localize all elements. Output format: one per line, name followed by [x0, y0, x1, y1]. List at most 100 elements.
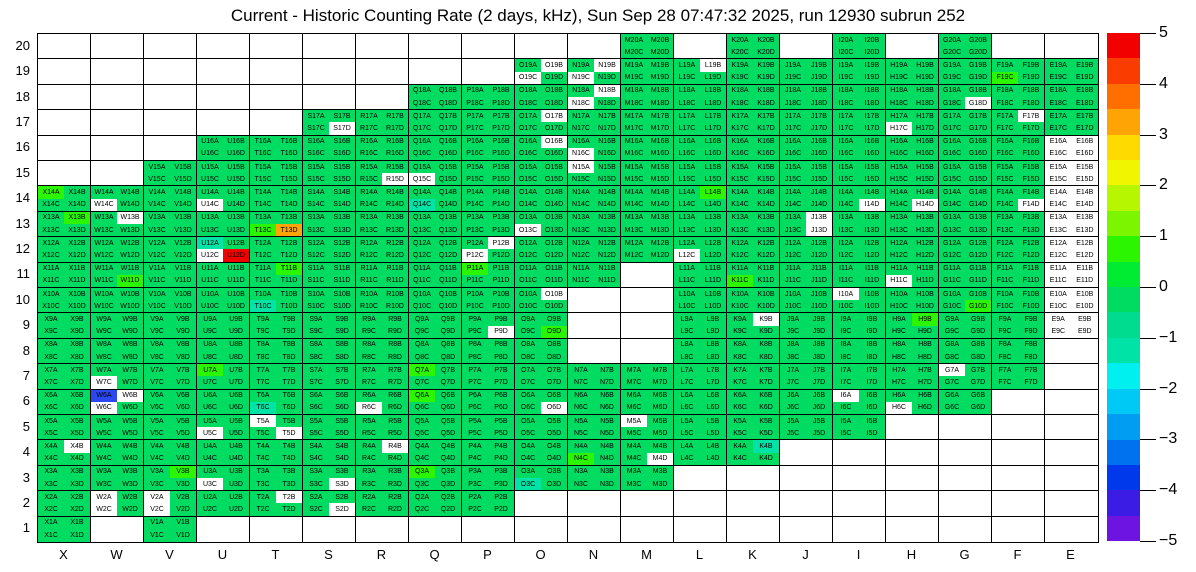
module-X6B: X6B [64, 389, 90, 402]
colorbar-band-7 [1107, 210, 1140, 237]
module-P12D: P12D [488, 249, 514, 262]
cell-E4 [1045, 440, 1098, 466]
module-Q15C: Q15C [409, 173, 435, 186]
module-G14C: G14C [939, 198, 965, 211]
module-K13C: K13C [727, 223, 753, 237]
cell-K13: K13A K13B K13C K13D [727, 211, 780, 238]
module-M16A: M16A [621, 135, 647, 148]
module-W7A: W7A [91, 364, 117, 377]
cell-I15: I15A I15B I15C I15D [833, 160, 886, 187]
cell-I6: I6A I6B I6C I6D [833, 389, 886, 415]
module-K9A: K9A [727, 313, 753, 326]
module-I13D: I13D [859, 223, 885, 237]
x-axis-label-Q: Q [429, 547, 440, 562]
module-I19C: I19C [833, 71, 859, 84]
module-W10B: W10B [117, 287, 143, 301]
module-E11B: E11B [1071, 262, 1098, 275]
module-S13D: S13D [329, 223, 355, 237]
cell-T5: T5A T5B T5C T5D [250, 414, 303, 441]
module-N18A: N18A [568, 84, 594, 97]
cell-V6: V6A V6B V6C V6D [144, 389, 197, 415]
cell-U14: U14A U14B U14C U14D [197, 186, 250, 212]
module-E9C: E9C [1045, 325, 1072, 338]
module-N3C: N3C [568, 477, 594, 491]
cell-I1 [833, 516, 886, 542]
module-H15B: H15B [912, 160, 938, 174]
cell-S7: S7A S7B S7C S7D [303, 364, 356, 390]
module-O13C: O13C [515, 223, 541, 237]
module-X4D: X4D [64, 452, 90, 465]
module-K20A: K20A [727, 34, 753, 47]
module-G17B: G17B [965, 110, 991, 123]
module-X5A: X5A [38, 414, 64, 428]
cell-H19: H19A H19B H19C H19D [886, 59, 939, 85]
cell-O14: O14A O14B O14C O14D [515, 186, 568, 212]
module-Q16B: Q16B [435, 135, 461, 148]
cell-G9: G9A G9B G9C G9D [939, 313, 992, 339]
module-X1C: X1C [38, 529, 64, 542]
module-O18A: O18A [515, 84, 541, 97]
cell-N9 [568, 313, 621, 339]
cell-I13: I13A I13B I13C I13D [833, 211, 886, 238]
module-U9B: U9B [223, 313, 249, 326]
cell-E8 [1045, 338, 1098, 365]
module-H14C: H14C [886, 198, 912, 211]
cell-O1 [515, 516, 568, 542]
cell-J6: J6A J6B J6C J6D [780, 389, 833, 415]
module-L13B: L13B [700, 211, 726, 224]
cell-X11: X11A X11B X11C X11D [38, 262, 91, 288]
module-F18B: F18B [1018, 84, 1044, 97]
cell-U9: U9A U9B U9C U9D [197, 313, 250, 339]
cell-U6: U6A U6B U6C U6D [197, 389, 250, 415]
module-Q5B: Q5B [435, 414, 461, 428]
module-T3C: T3C [250, 477, 276, 491]
module-T13C: T13C [250, 223, 276, 237]
module-I6D: I6D [859, 401, 885, 414]
module-R5A: R5A [356, 414, 382, 428]
cell-U5: U5A U5B U5C U5D [197, 414, 250, 441]
module-P10B: P10B [488, 287, 514, 301]
module-M17C: M17C [621, 122, 647, 135]
module-L14D: L14D [700, 198, 726, 211]
module-S3B: S3B [329, 465, 355, 478]
module-I12B: I12B [859, 237, 885, 250]
module-G14B: G14B [965, 186, 991, 199]
module-S3D: S3D [329, 477, 355, 491]
cell-X20 [38, 34, 91, 60]
module-L14C: L14C [674, 198, 700, 211]
module-U5B: U5B [223, 414, 249, 428]
module-F19D: F19D [1018, 71, 1044, 84]
module-X3A: X3A [38, 465, 64, 478]
module-R13B: R13B [382, 211, 408, 224]
cell-E18: E18A E18B E18C E18D [1045, 84, 1098, 111]
module-P5B: P5B [488, 414, 514, 428]
module-L6A: L6A [674, 389, 700, 402]
module-K8D: K8D [753, 350, 779, 364]
module-L15B: L15B [700, 160, 726, 174]
module-M5B: M5B [647, 414, 673, 428]
cell-G8: G8A G8B G8C G8D [939, 338, 992, 365]
module-G16B: G16B [965, 135, 991, 148]
module-X1A: X1A [38, 516, 64, 530]
module-V8A: V8A [144, 338, 170, 351]
module-E10A: E10A [1045, 287, 1072, 301]
module-K10D: K10D [753, 300, 779, 313]
module-I11D: I11D [859, 274, 885, 287]
module-Q7B: Q7B [435, 364, 461, 377]
cell-M13: M13A M13B M13C M13D [621, 211, 674, 238]
cell-I14: I14A I14B I14C I14D [833, 186, 886, 212]
module-U9D: U9D [223, 325, 249, 338]
module-K7B: K7B [753, 364, 779, 377]
cell-R20 [356, 34, 409, 60]
module-L17B: L17B [700, 110, 726, 123]
module-M3B: M3B [647, 465, 673, 478]
module-W13C: W13C [91, 223, 117, 237]
cell-V13: V13A V13B V13C V13D [144, 211, 197, 238]
module-U2B: U2B [223, 491, 249, 504]
module-U6B: U6B [223, 389, 249, 402]
cell-F20 [992, 34, 1045, 60]
module-Q2A: Q2A [409, 491, 435, 504]
module-X13D: X13D [64, 223, 90, 237]
module-P2C: P2C [462, 503, 488, 516]
